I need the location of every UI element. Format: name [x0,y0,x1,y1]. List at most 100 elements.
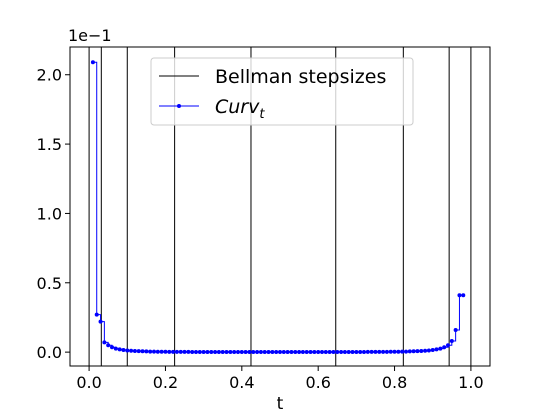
curv-point-46 [266,349,271,354]
curv-point-24 [182,349,187,354]
curv-point-88 [426,348,431,353]
curv-point-43 [255,349,260,354]
curv-point-13 [140,349,145,354]
curv-point-95 [453,327,458,332]
y-tick-label-4: 2.0 [37,66,62,85]
curv-point-64 [335,349,340,354]
curv-point-67 [346,349,351,354]
curv-point-76 [381,349,386,354]
curv-point-70 [358,349,363,354]
curv-point-5 [110,345,114,350]
curv-point-3 [102,340,107,345]
curv-point-48 [274,349,279,354]
plot-frame [69,46,491,367]
curv-point-85 [415,349,420,354]
curv-point-16 [152,349,156,354]
curv-point-81 [400,349,405,354]
curv-point-35 [224,349,229,354]
legend-label-curv: Curvt [215,96,265,122]
curv-point-47 [270,349,275,354]
curv-point-45 [262,349,267,354]
curv-point-97 [461,293,466,298]
curv-point-78 [388,349,393,354]
curv-point-77 [384,349,389,354]
curv-point-91 [438,346,443,351]
curv-point-93 [446,343,450,348]
curv-point-28 [197,349,202,354]
y-axis: 0.0 0.5 1.0 1.5 2.0 [37,66,70,362]
curv-point-92 [442,345,447,350]
curv-point-59 [316,349,321,354]
curv-point-7 [117,347,122,352]
curv-point-80 [396,349,401,354]
curv-point-66 [342,349,347,354]
x-tick-label-2: 0.4 [229,373,254,392]
curv-point-53 [293,349,298,354]
curv-point-63 [331,349,336,354]
curv-point-14 [144,349,149,354]
curv-point-36 [228,349,233,354]
legend-box [150,57,414,126]
curv-point-41 [247,349,252,354]
curv-point-73 [369,349,374,354]
curv-point-44 [258,349,263,354]
curv-point-29 [201,349,206,354]
curv-point-11 [132,349,137,354]
curv-point-84 [411,349,416,354]
curv-point-8 [121,348,126,353]
curv-point-51 [285,349,290,354]
curv-point-19 [163,349,168,354]
x-tick-label-3: 0.6 [305,373,330,392]
curv-point-68 [350,349,355,354]
curv-point-94 [449,339,454,344]
curv-point-65 [339,349,344,354]
curv-point-75 [377,349,382,354]
legend-label-curv-main: Curv [215,96,260,118]
curv-point-12 [136,349,141,354]
curv-point-82 [404,349,408,354]
curv-point-20 [167,349,172,354]
legend: Bellman stepsizes Curvt [150,57,414,126]
curv-point-25 [186,349,191,354]
curv-point-32 [213,349,218,354]
curv-point-6 [113,346,118,351]
curv-point-57 [308,349,313,354]
curv-point-89 [430,348,435,353]
x-tick-label-4: 0.8 [382,373,407,392]
curv-point-71 [362,349,366,354]
curv-point-72 [365,349,370,354]
curv-point-37 [232,349,237,354]
curv-point-18 [159,349,164,354]
curv-point-38 [236,349,240,354]
curv-point-50 [281,349,286,354]
curv-point-26 [190,349,195,354]
x-tick-label-0: 0.0 [76,373,101,392]
x-axis-label: t [277,394,284,411]
y-tick-label-0: 0.0 [37,343,62,362]
curv-point-86 [419,349,424,354]
curv-point-40 [243,349,248,354]
x-tick-label-1: 0.2 [153,373,178,392]
curv-point-22 [174,349,179,354]
y-tick-label-3: 1.5 [37,135,62,154]
curv-point-55 [300,349,305,354]
curv-point-34 [220,349,225,354]
y-tick-label-1: 0.5 [37,274,62,293]
curv-point-56 [304,349,309,354]
curv-point-74 [373,349,378,354]
curv-point-27 [194,349,198,354]
curv-point-15 [148,349,153,354]
curv-point-62 [327,349,332,354]
y-tick-label-2: 1.0 [37,204,62,223]
x-axis: 0.0 0.2 0.4 0.6 0.8 1.0 [76,366,484,392]
curv-point-33 [216,349,221,354]
legend-label-bellman: Bellman stepsizes [215,66,386,88]
legend-label-curv-subscript: t [259,107,265,122]
curv-point-30 [205,349,210,354]
curv-point-39 [239,349,244,354]
curv-point-21 [171,349,176,354]
curv-point-1 [94,312,99,317]
curv-point-2 [98,319,103,324]
curv-point-61 [323,349,328,354]
